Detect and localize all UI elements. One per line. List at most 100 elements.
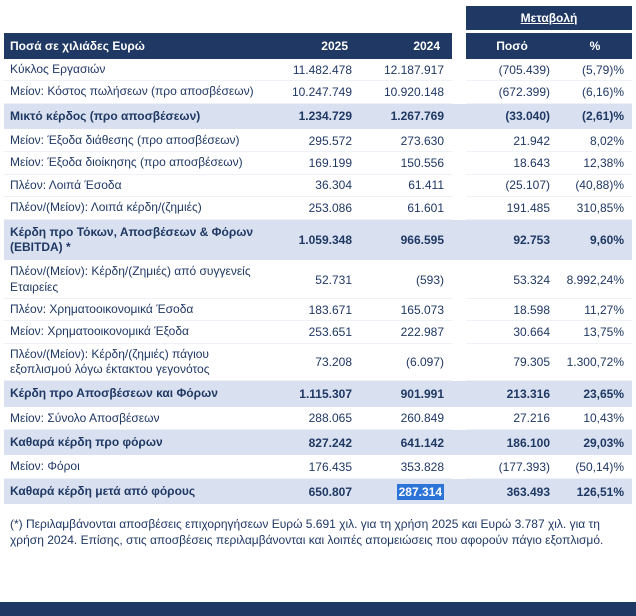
cell-value: (6.097) <box>405 355 445 370</box>
row-value-2025: 253.086 <box>268 196 360 220</box>
financial-statement: Μεταβολή Ποσά σε χιλιάδες Ευρώ 2025 2024… <box>4 6 633 548</box>
row-change-pct: 9,60% <box>558 218 633 262</box>
cell-value: 295.572 <box>308 133 352 148</box>
row-value-2024: 273.630 <box>360 129 453 153</box>
cell-value: 21.942 <box>513 133 551 148</box>
column-gap <box>452 80 467 104</box>
table-row: Κέρδη προ Τόκων, Αποσβέσεων & Φόρων (EBI… <box>4 218 633 262</box>
table-row: Πλέον/(Μείον): Λοιπά κέρδη/(ζημιές) 253.… <box>4 196 633 220</box>
row-change-amount: (33.040) <box>466 102 559 131</box>
cell-value: 641.142 <box>400 435 445 450</box>
cell-value: (6,16)% <box>581 85 625 100</box>
row-value-2025: 288.065 <box>268 407 360 431</box>
row-value-2025: 1.234.729 <box>268 102 360 131</box>
row-value-2025: 36.304 <box>268 174 360 198</box>
row-change-amount: 18.643 <box>466 151 559 175</box>
table-row: Πλέον/(Μείον): Κέρδη/(ζημιές) πάγιου εξο… <box>4 343 633 382</box>
row-value-2024: 901.991 <box>360 380 453 408</box>
cell-value: 10,43% <box>583 411 625 426</box>
row-label: Μικτό κέρδος (προ αποσβέσεων) <box>4 102 268 131</box>
row-value-2025: 11.482.478 <box>268 59 360 82</box>
cell-value: 1.300,72% <box>566 355 625 370</box>
row-change-amount: 191.485 <box>466 196 559 220</box>
cell-value: 13,75% <box>583 324 625 339</box>
cell-value: (5,79)% <box>581 62 625 77</box>
row-value-2025: 1.115.307 <box>268 380 360 408</box>
row-value-2024: 165.073 <box>360 298 453 322</box>
cell-value: 191.485 <box>506 200 551 215</box>
cell-value: 61.411 <box>408 178 445 193</box>
row-change-amount: 79.305 <box>466 343 559 382</box>
cell-value: 1.267.769 <box>390 109 445 124</box>
column-header-2024: 2024 <box>360 31 453 59</box>
row-label: Κύκλος Εργασιών <box>4 59 268 82</box>
cell-value: 1.059.348 <box>298 232 352 247</box>
row-value-2024: 966.595 <box>360 218 453 262</box>
row-value-2025: 1.059.348 <box>268 218 360 262</box>
row-change-amount: (672.399) <box>466 80 559 104</box>
cell-value: 901.991 <box>400 387 445 402</box>
row-change-pct: 126,51% <box>558 477 633 506</box>
column-gap <box>452 174 467 198</box>
cell-value: 650.807 <box>308 484 352 499</box>
row-label: Μείον: Σύνολο Αποσβέσεων <box>4 407 268 431</box>
row-change-pct: (40,88)% <box>558 174 633 198</box>
cell-value: 260.849 <box>400 411 445 426</box>
row-change-pct: (5,79)% <box>558 59 633 82</box>
row-label: Μείον: Φόροι <box>4 455 268 479</box>
row-value-2024: 61.411 <box>360 174 453 198</box>
cell-value: 310,85% <box>576 200 625 215</box>
cell-value: 126,51% <box>576 484 625 499</box>
cell-value: (177.393) <box>498 460 551 475</box>
row-label: Πλέον/(Μείον): Λοιπά κέρδη/(ζημιές) <box>4 196 268 220</box>
bottom-bar <box>0 602 636 616</box>
row-label: Πλέον/(Μείον): Κέρδη/(Ζημιές) από συγγεν… <box>4 260 268 299</box>
cell-value: 52.731 <box>315 272 352 287</box>
cell-value: 9,60% <box>589 232 625 247</box>
cell-value: 92.753 <box>513 232 551 247</box>
cell-value: (33.040) <box>505 109 551 124</box>
column-gap <box>452 6 467 32</box>
cell-value: 10.247.749 <box>291 85 352 100</box>
row-change-amount: 186.100 <box>466 429 559 457</box>
table-row: Μείον: Έξοδα διάθεσης (προ αποσβέσεων) 2… <box>4 129 633 153</box>
cell-value: 827.242 <box>308 435 352 450</box>
column-header-2025: 2025 <box>268 31 360 59</box>
cell-value: 79.305 <box>513 355 551 370</box>
cell-value: 287.314 <box>396 483 445 500</box>
row-change-amount: 30.664 <box>466 320 559 344</box>
cell-value: (593) <box>416 272 445 287</box>
cell-value: 61.601 <box>407 200 445 215</box>
cell-value: 353.828 <box>400 460 445 475</box>
row-value-2025: 827.242 <box>268 429 360 457</box>
column-header-row: Ποσά σε χιλιάδες Ευρώ 2025 2024 Ποσό % <box>4 31 633 60</box>
cell-value: (25.107) <box>505 178 551 193</box>
cell-value: 11,27% <box>584 302 625 317</box>
row-change-amount: 92.753 <box>466 218 559 262</box>
cell-value: 73.208 <box>315 355 352 370</box>
table-row: Μείον: Έξοδα διοίκησης (προ αποσβέσεων) … <box>4 151 633 175</box>
cell-value: 253.651 <box>308 324 352 339</box>
row-change-pct: 8,02% <box>558 129 633 153</box>
column-gap <box>452 59 467 82</box>
table-row: Πλέον: Χρηματοοικονομικά Έσοδα 183.671 1… <box>4 298 633 322</box>
row-change-pct: 23,65% <box>558 380 633 408</box>
row-label: Καθαρά κέρδη προ φόρων <box>4 429 268 457</box>
row-label: Μείον: Έξοδα διάθεσης (προ αποσβέσεων) <box>4 129 268 153</box>
row-value-2024: (6.097) <box>360 343 453 382</box>
row-change-amount: (177.393) <box>466 455 559 479</box>
cell-value: 966.595 <box>400 232 445 247</box>
cell-value: 8,02% <box>589 133 625 148</box>
row-value-2024: 12.187.917 <box>360 59 453 82</box>
row-label: Πλέον/(Μείον): Κέρδη/(ζημιές) πάγιου εξο… <box>4 343 268 382</box>
row-change-pct: 13,75% <box>558 320 633 344</box>
row-value-2025: 10.247.749 <box>268 80 360 104</box>
row-value-2024: 260.849 <box>360 407 453 431</box>
row-change-amount: 21.942 <box>466 129 559 153</box>
table-body: Κύκλος Εργασιών 11.482.478 12.187.917 (7… <box>4 59 633 506</box>
cell-value: 176.435 <box>308 460 352 475</box>
row-value-2024: 150.556 <box>360 151 453 175</box>
row-change-amount: (25.107) <box>466 174 559 198</box>
row-change-pct: 10,43% <box>558 407 633 431</box>
footnote: (*) Περιλαμβάνονται αποσβέσεις επιχορηγή… <box>10 517 604 548</box>
